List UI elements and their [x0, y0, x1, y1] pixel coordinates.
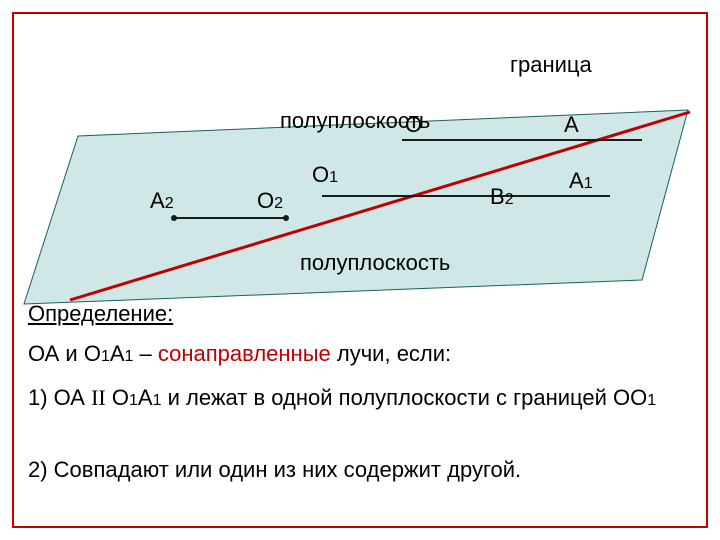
- label-A2-sub: 2: [165, 195, 174, 212]
- label-boundary: граница: [510, 52, 592, 78]
- def-line1-accent: сонаправленные: [158, 341, 331, 366]
- label-halfplane-bottom: полуплоскость: [300, 250, 450, 276]
- def-line2-mid2: А: [138, 385, 153, 410]
- label-O1-main: О: [312, 162, 329, 187]
- def-line1-pre: ОА и О: [28, 341, 101, 366]
- label-O: О: [405, 112, 422, 138]
- def-line2-mid: О: [106, 385, 129, 410]
- definition-line3: 2) Совпадают или один из них содержит др…: [28, 456, 692, 484]
- label-O2: О2: [257, 188, 283, 214]
- def-line1-post: лучи, если:: [331, 341, 451, 366]
- def-line2-pre: 1) ОА: [28, 385, 91, 410]
- label-A2: А2: [150, 188, 174, 214]
- def-line2-sub3: 1: [647, 392, 656, 409]
- def-line1-mid: А: [110, 341, 125, 366]
- label-A: А: [564, 112, 579, 138]
- point-O2: [283, 215, 289, 221]
- label-O1: О1: [312, 162, 338, 188]
- definition-line1: ОА и О1А1 – сонаправленные лучи, если:: [28, 340, 692, 368]
- label-B2-sub: 2: [505, 191, 514, 208]
- label-O1-sub: 1: [329, 169, 338, 186]
- label-A1: А1: [569, 168, 593, 194]
- def-line2-parallel: II: [91, 385, 106, 410]
- point-A2: [171, 215, 177, 221]
- label-O2-sub: 2: [274, 195, 283, 212]
- def-line2-sub1: 1: [129, 392, 138, 409]
- label-B2: В2: [490, 184, 514, 210]
- def-line1-sub1: 1: [101, 348, 110, 365]
- def-line1-dash: –: [133, 341, 157, 366]
- label-A1-sub: 1: [584, 175, 593, 192]
- label-A2-main: А: [150, 188, 165, 213]
- definition-line2: 1) ОА II О1А1 и лежат в одной полуплоско…: [28, 384, 692, 412]
- label-A1-main: А: [569, 168, 584, 193]
- label-B2-main: В: [490, 184, 505, 209]
- definition-title: Определение:: [28, 300, 173, 328]
- label-O2-main: О: [257, 188, 274, 213]
- def-line2-post: и лежат в одной полуплоскости с границей…: [161, 385, 647, 410]
